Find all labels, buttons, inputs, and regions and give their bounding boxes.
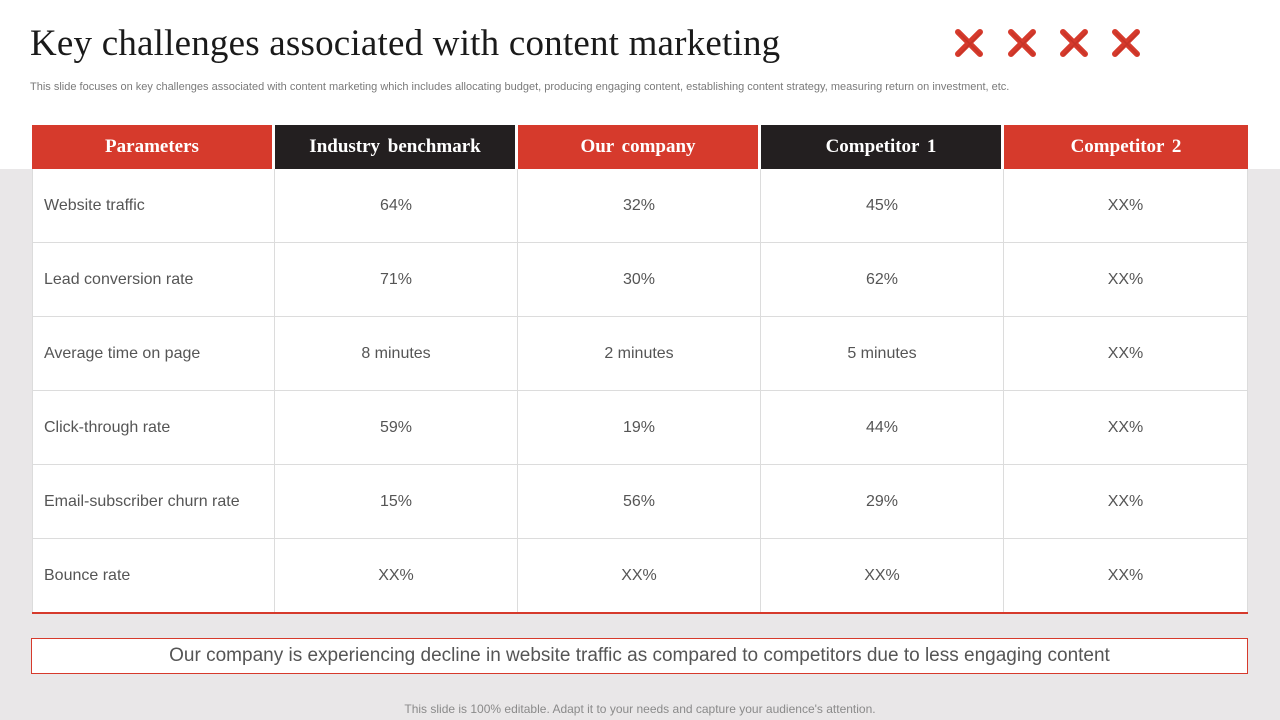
table-header-row: Parameters Industry benchmark Our compan…: [32, 125, 1248, 169]
header-our-company: Our company: [518, 125, 761, 169]
header-industry-benchmark: Industry benchmark: [275, 125, 518, 169]
parameter-cell: Email-subscriber churn rate: [32, 465, 275, 539]
value-cell: XX%: [1004, 465, 1248, 539]
parameter-cell: Lead conversion rate: [32, 243, 275, 317]
header-parameters: Parameters: [32, 125, 275, 169]
cross-mark-icon: [1005, 26, 1039, 60]
value-cell: 44%: [761, 391, 1004, 465]
cross-mark-icon: [1057, 26, 1091, 60]
table-row: Bounce rate XX% XX% XX% XX%: [32, 539, 1248, 612]
page-subtitle: This slide focuses on key challenges ass…: [30, 81, 1010, 93]
value-cell: 45%: [761, 169, 1004, 243]
value-cell: XX%: [1004, 243, 1248, 317]
table-row: Email-subscriber churn rate 15% 56% 29% …: [32, 465, 1248, 539]
table-row: Click-through rate 59% 19% 44% XX%: [32, 391, 1248, 465]
value-cell: 32%: [518, 169, 761, 243]
parameter-cell: Website traffic: [32, 169, 275, 243]
callout-box: Our company is experiencing decline in w…: [31, 638, 1248, 674]
cross-marks-group: [952, 26, 1144, 62]
value-cell: XX%: [761, 539, 1004, 612]
value-cell: 15%: [275, 465, 518, 539]
value-cell: XX%: [518, 539, 761, 612]
value-cell: 56%: [518, 465, 761, 539]
value-cell: XX%: [1004, 539, 1248, 612]
value-cell: 8 minutes: [275, 317, 518, 391]
value-cell: 30%: [518, 243, 761, 317]
value-cell: 19%: [518, 391, 761, 465]
value-cell: 71%: [275, 243, 518, 317]
page-title: Key challenges associated with content m…: [30, 23, 781, 64]
callout-text: Our company is experiencing decline in w…: [169, 645, 1110, 666]
value-cell: 5 minutes: [761, 317, 1004, 391]
header-competitor-2: Competitor 2: [1004, 125, 1248, 169]
value-cell: XX%: [1004, 391, 1248, 465]
table-row: Website traffic 64% 32% 45% XX%: [32, 169, 1248, 243]
footer-note: This slide is 100% editable. Adapt it to…: [404, 702, 876, 716]
table-row: Lead conversion rate 71% 30% 62% XX%: [32, 243, 1248, 317]
comparison-table: Parameters Industry benchmark Our compan…: [32, 125, 1248, 614]
parameter-cell: Click-through rate: [32, 391, 275, 465]
table-row: Average time on page 8 minutes 2 minutes…: [32, 317, 1248, 391]
value-cell: XX%: [1004, 169, 1248, 243]
value-cell: XX%: [275, 539, 518, 612]
value-cell: 2 minutes: [518, 317, 761, 391]
cross-mark-icon: [952, 26, 986, 60]
value-cell: 62%: [761, 243, 1004, 317]
parameter-cell: Average time on page: [32, 317, 275, 391]
value-cell: 59%: [275, 391, 518, 465]
value-cell: 64%: [275, 169, 518, 243]
parameter-cell: Bounce rate: [32, 539, 275, 612]
value-cell: XX%: [1004, 317, 1248, 391]
value-cell: 29%: [761, 465, 1004, 539]
cross-mark-icon: [1109, 26, 1143, 60]
header-competitor-1: Competitor 1: [761, 125, 1004, 169]
